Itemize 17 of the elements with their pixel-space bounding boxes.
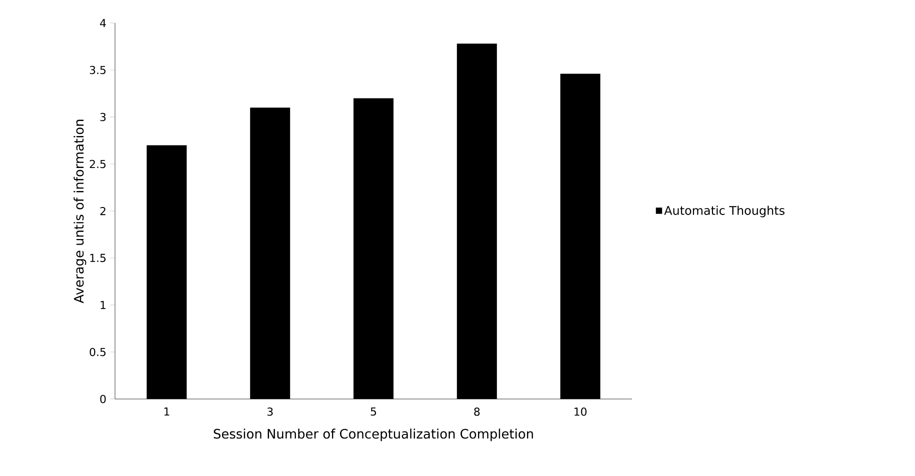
y-tick-label: 3.5 <box>90 66 106 74</box>
x-tick-label: 3 <box>267 408 273 416</box>
y-tick-label: 0.5 <box>90 348 106 356</box>
y-tick-label: 3 <box>100 112 106 122</box>
y-tick-label: 2 <box>100 206 106 216</box>
x-axis-title: Session Number of Conceptualization Completion <box>214 428 533 442</box>
x-tick-label: 5 <box>370 408 376 416</box>
y-tick-label: 2.5 <box>90 160 106 168</box>
legend-label: Automatic Thoughts <box>664 206 784 218</box>
x-tick-label: 10 <box>574 408 587 416</box>
y-tick-label: 1.5 <box>90 254 106 262</box>
y-tick-label: 0 <box>100 394 106 404</box>
y-axis-title: Average untis of information <box>74 120 86 304</box>
x-tick-label: 1 <box>164 408 170 416</box>
x-tick-label: 8 <box>474 408 480 416</box>
y-tick-label: 1 <box>100 301 106 309</box>
y-tick-label: 4 <box>100 19 106 27</box>
